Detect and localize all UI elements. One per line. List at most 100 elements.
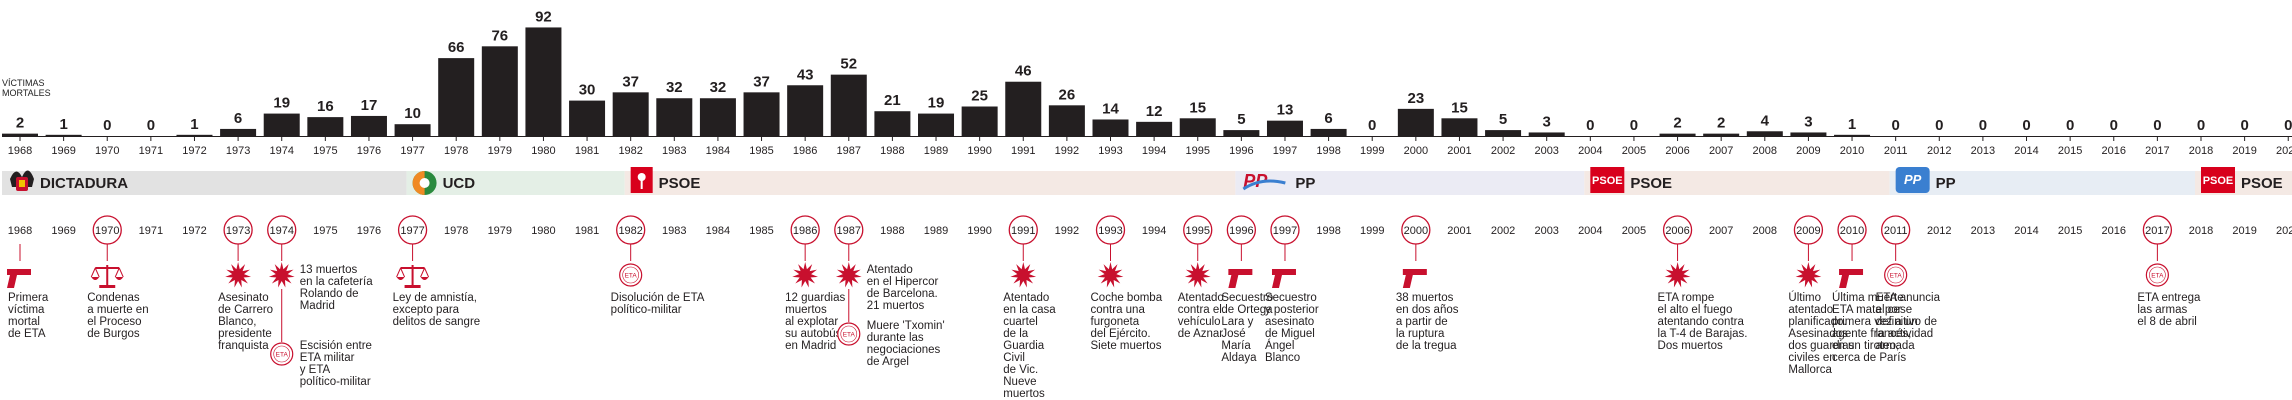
event-year-2009: 2009 — [1796, 225, 1820, 237]
bar-1975 — [307, 117, 344, 136]
bar-1985 — [743, 92, 780, 136]
bar-2002 — [1485, 130, 1522, 136]
explosion-icon — [792, 262, 818, 288]
bar-value-1976: 17 — [361, 97, 378, 114]
bar-1973 — [220, 128, 257, 136]
event-text-1970-line: el Proceso — [87, 316, 141, 328]
bar-2001 — [1441, 118, 1478, 136]
ucd-logo-center — [419, 178, 430, 188]
event-extra-text-1974-line: ETA militar — [300, 352, 355, 364]
explosion-shape — [1097, 262, 1124, 288]
period-psoe-band — [624, 171, 1236, 195]
explosion-shape — [1664, 262, 1691, 288]
event-year-2015: 2015 — [2058, 225, 2082, 237]
event-text-1996-line: de Ortega — [1221, 304, 1273, 316]
scales-strings — [396, 267, 430, 278]
period-label-2: PSOE — [659, 175, 701, 192]
bar-value-2013: 0 — [1979, 117, 1987, 134]
event-year-2010: 2010 — [1840, 225, 1864, 237]
event-text-1977-line: delitos de sangre — [393, 316, 481, 328]
year-tick-1991: 1991 — [1011, 145, 1035, 157]
event-text-1993-line: del Ejército. — [1091, 328, 1151, 340]
year-tick-1975: 1975 — [313, 145, 337, 157]
gun-shape — [7, 269, 31, 288]
event-text-1991-line: de Vic. — [1003, 364, 1038, 376]
year-tick-1981: 1981 — [575, 145, 599, 157]
event-extra-text-1987-line: de Argel — [867, 356, 909, 368]
event-text-1968-line: mortal — [8, 316, 40, 328]
eta-icon: ETA — [837, 322, 861, 346]
year-tick-1994: 1994 — [1142, 145, 1166, 157]
bar-value-1972: 1 — [190, 116, 198, 133]
event-text-2000-line: en dos años — [1396, 304, 1459, 316]
event-2000: 38 muertos en dos años a partir de la ruptu… — [1396, 215, 1459, 352]
event-text-2011: ETA anuncia el cese definitivo de la activi… — [1876, 292, 1941, 352]
event-text-2009-line: Último — [1788, 291, 1821, 304]
bar-value-2016: 0 — [2110, 117, 2118, 134]
event-text-1986-line: al explotar — [785, 316, 838, 328]
year-tick-2009: 2009 — [1796, 145, 1820, 157]
event-1993: Coche bomba contra una furgoneta del Ejérci… — [1091, 215, 1163, 352]
event-year-1978: 1978 — [444, 225, 468, 237]
year-tick-2001: 2001 — [1447, 145, 1471, 157]
event-extra-text-1974-line: Escisión entre — [300, 340, 372, 352]
bar-2003 — [1528, 132, 1565, 136]
event-text-2011-line: armada — [1876, 340, 1916, 352]
event-year-2017: 2017 — [2145, 225, 2169, 237]
bar-1976 — [350, 115, 387, 136]
year-tick-1974: 1974 — [269, 145, 293, 157]
year-tick-1982: 1982 — [618, 145, 642, 157]
event-text-1991-line: Atentado — [1003, 292, 1049, 304]
bar-1972 — [176, 134, 213, 136]
event-text-1993-line: Siete muertos — [1091, 340, 1162, 352]
event-text-1970-line: a muerte en — [87, 304, 148, 316]
bar-1991 — [1005, 81, 1042, 136]
year-tick-2015: 2015 — [2058, 145, 2082, 157]
bar-1982 — [612, 92, 649, 136]
event-year-1983: 1983 — [662, 225, 686, 237]
explosion-shape — [1184, 262, 1211, 288]
bar-value-2002: 5 — [1499, 111, 1507, 128]
bar-1990 — [961, 106, 998, 136]
bar-1980 — [525, 27, 562, 136]
event-1986: 12 guardias muertos al explotar su autobús e… — [785, 215, 846, 352]
bar-value-1970: 0 — [103, 117, 111, 134]
explosion-icon — [1795, 262, 1822, 288]
event-text-1968-line: víctima — [8, 304, 45, 316]
event-year-1993: 1993 — [1098, 225, 1122, 237]
period-ucd-band — [406, 171, 625, 195]
event-text-1993-line: furgoneta — [1091, 316, 1140, 328]
year-tick-2017: 2017 — [2145, 145, 2169, 157]
event-text-1987-line: Atentado — [867, 264, 913, 276]
event-year-1996: 1996 — [1229, 225, 1253, 237]
event-text-2006: ETA rompe el alto el fuego atentando contr… — [1658, 292, 1748, 352]
event-year-1997: 1997 — [1273, 225, 1297, 237]
event-text-1986-line: en Madrid — [785, 340, 836, 352]
event-text-1991-line: de la — [1003, 328, 1029, 340]
gun-icon — [1839, 269, 1864, 288]
event-year-2001: 2001 — [1447, 225, 1471, 237]
event-text-1977-line: Ley de amnistía, — [393, 292, 477, 304]
event-extra-text-1987-line: Muere 'Txomin' — [867, 320, 945, 332]
event-extra-text-1987: Muere 'Txomin' durante las negociaciones de… — [867, 320, 945, 368]
year-tick-1987: 1987 — [837, 145, 861, 157]
year-tick-2004: 2004 — [1578, 145, 1602, 157]
event-text-2010-line: ETA mata por — [1832, 304, 1902, 316]
pp-badge — [1895, 167, 1930, 193]
bar-value-1991: 46 — [1015, 63, 1032, 80]
event-2006: ETA rompe el alto el fuego atentando contr… — [1658, 215, 1748, 352]
event-1997: Secuestro y posterior asesinato de Miguel Án… — [1265, 215, 1319, 364]
event-text-2009-line: planificado. — [1788, 316, 1846, 328]
event-text-2006-line: la T-4 de Barajas. — [1658, 328, 1748, 340]
eta-icon: ETA — [619, 263, 643, 287]
event-text-1995-line: de Aznar — [1178, 328, 1224, 340]
bar-1969 — [45, 134, 82, 136]
event-year-1989: 1989 — [924, 225, 948, 237]
bar-value-1988: 21 — [884, 92, 901, 109]
event-text-1974: 13 muertos en la cafetería Rolando de Madri… — [300, 264, 373, 312]
psoe-badge-text: PSOE — [1592, 175, 1623, 187]
year-tick-1989: 1989 — [924, 145, 948, 157]
explosion-shape — [792, 262, 818, 288]
